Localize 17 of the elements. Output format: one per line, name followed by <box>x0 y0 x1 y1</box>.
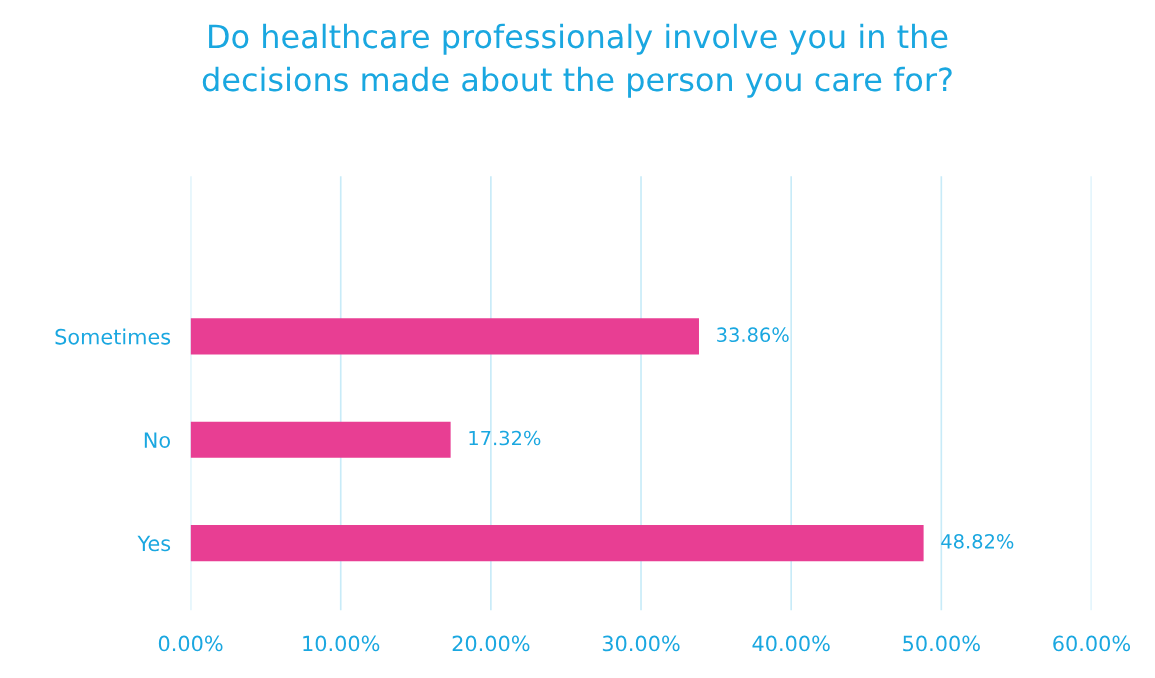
data-label: 48.82% <box>941 533 1014 549</box>
x-tick-label: 60.00% <box>1053 635 1131 652</box>
bar <box>190 318 699 355</box>
x-tick-label: 40.00% <box>752 635 830 652</box>
y-tick-label: No <box>144 432 170 448</box>
bar <box>190 421 451 458</box>
x-tick-label: 20.00% <box>452 635 530 652</box>
y-tick-label: Yes <box>137 535 171 552</box>
x-tick-label: 10.00% <box>303 635 380 652</box>
bar <box>190 524 924 562</box>
chart-title: Do healthcare professionaly involve you in the decisions made about the person you care for? <box>202 23 952 98</box>
x-tick-label: 0.00% <box>158 635 223 652</box>
x-tick-label: 50.00% <box>903 635 980 652</box>
y-tick-label: Sometimes <box>55 328 171 345</box>
x-tick-label: 30.00% <box>602 635 680 652</box>
data-label: 33.86% <box>717 327 789 343</box>
data-label: 17.32% <box>469 430 541 446</box>
